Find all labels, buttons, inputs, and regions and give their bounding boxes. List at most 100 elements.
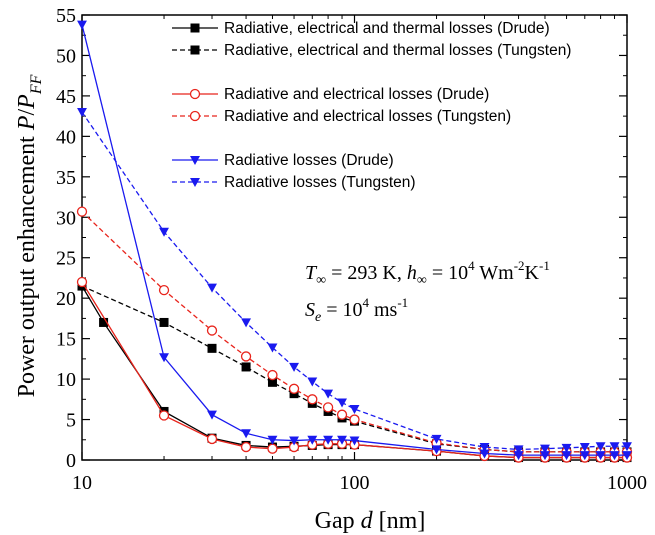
data-point [349,414,360,425]
y-tick-label: 5 [66,410,76,432]
y-axis-title: Power output enhancement P/PFF [14,74,45,397]
series-6 [77,108,632,455]
data-point [241,318,252,328]
data-point [561,451,572,461]
y-tick-label: 30 [56,207,76,229]
data-point [579,443,590,453]
plot-frame [81,14,628,461]
data-point [189,110,201,122]
legend-label: Radiative, electrical and thermal losses… [224,42,571,59]
data-point [267,435,278,445]
data-point [267,377,277,387]
y-tick-label: 45 [56,86,76,108]
series-5 [77,20,632,461]
data-point [609,451,620,461]
legend: Radiative, electrical and thermal losses… [172,20,571,191]
data-point [609,442,620,452]
data-point [207,283,217,293]
data-point [159,227,169,237]
legend-label: Radiative, electrical and thermal losses… [224,20,550,37]
legend-entry-3: Radiative and electrical losses (Drude) [172,86,489,103]
data-point [158,410,170,421]
data-point [207,343,217,353]
data-point [337,398,347,408]
data-point [190,45,200,55]
x-axis-title: Gap d [nm] [315,508,426,534]
legend-entry-5: Radiative losses (Drude) [172,152,394,169]
data-point [241,429,252,439]
y-tick-label: 20 [56,288,76,310]
data-point [76,276,88,288]
data-point [240,351,252,362]
data-point [267,443,278,454]
data-point [513,445,524,455]
data-point [323,389,334,399]
x-tick-label: 1000 [607,472,647,494]
data-point [158,284,170,296]
data-point [307,435,318,445]
data-point [289,436,299,446]
data-point [267,343,278,353]
y-tick-label: 25 [56,248,76,270]
data-point [513,451,524,461]
data-point [190,155,200,165]
legend-label: Radiative losses (Drude) [224,152,394,169]
x-tick-label: 10 [72,472,92,494]
data-point [189,88,201,100]
y-tick-label: 0 [66,450,76,472]
data-point [336,409,348,420]
data-point [540,444,550,454]
y-tick-label: 40 [56,126,76,148]
data-point [267,369,278,381]
legend-entry-1: Radiative, electrical and thermal losses… [172,20,550,37]
data-point [431,445,442,455]
x-tick-label: 100 [340,472,370,494]
data-point [540,451,550,461]
data-point [322,402,334,413]
annotation-line-1: T∞ = 293 K, h∞ = 104 Wm-2K-1 [305,258,550,288]
data-point [99,317,109,327]
data-point [595,442,606,452]
data-point [479,449,490,459]
data-point [431,434,442,444]
data-point [190,23,200,33]
y-tick-label: 55 [56,5,76,27]
data-point [77,20,87,30]
y-tick-label: 50 [56,45,76,67]
data-point [622,442,632,452]
data-point [307,394,318,405]
data-point [579,451,590,461]
legend-label: Radiative and electrical losses (Drude) [224,86,489,103]
data-point [76,206,88,217]
legend-entry-6: Radiative losses (Tungsten) [172,174,416,191]
data-point [159,353,169,363]
data-point [561,443,572,453]
data-point [349,404,360,414]
data-point [240,441,252,453]
data-point [206,325,218,336]
annotation: T∞ = 293 K, h∞ = 104 Wm-2K-1 Se = 104 ms… [305,258,550,325]
legend-label: Radiative losses (Tungsten) [224,174,416,191]
data-point [289,362,299,372]
y-tick-label: 10 [56,369,76,391]
data-point [206,433,218,445]
legend-label: Radiative and electrical losses (Tungste… [224,108,511,125]
y-tick-label: 35 [56,167,76,189]
data-point [479,443,490,453]
data-point [337,435,347,445]
data-point [307,377,318,387]
legend-entry-2: Radiative, electrical and thermal losses… [172,42,571,59]
y-tick-label: 15 [56,329,76,351]
axes: 0 5 10 15 20 25 30 35 40 45 50 55 10 100 1000 [56,5,647,494]
data-point [190,177,200,187]
plot-series [76,20,633,463]
data-point [207,410,217,420]
data-point [159,317,169,327]
data-point [595,451,606,461]
annotation-line-2: Se = 104 ms-1 [305,295,408,325]
data-point [241,362,251,372]
data-point [288,383,300,394]
data-point [323,435,334,445]
legend-entry-4: Radiative and electrical losses (Tungste… [172,108,511,125]
